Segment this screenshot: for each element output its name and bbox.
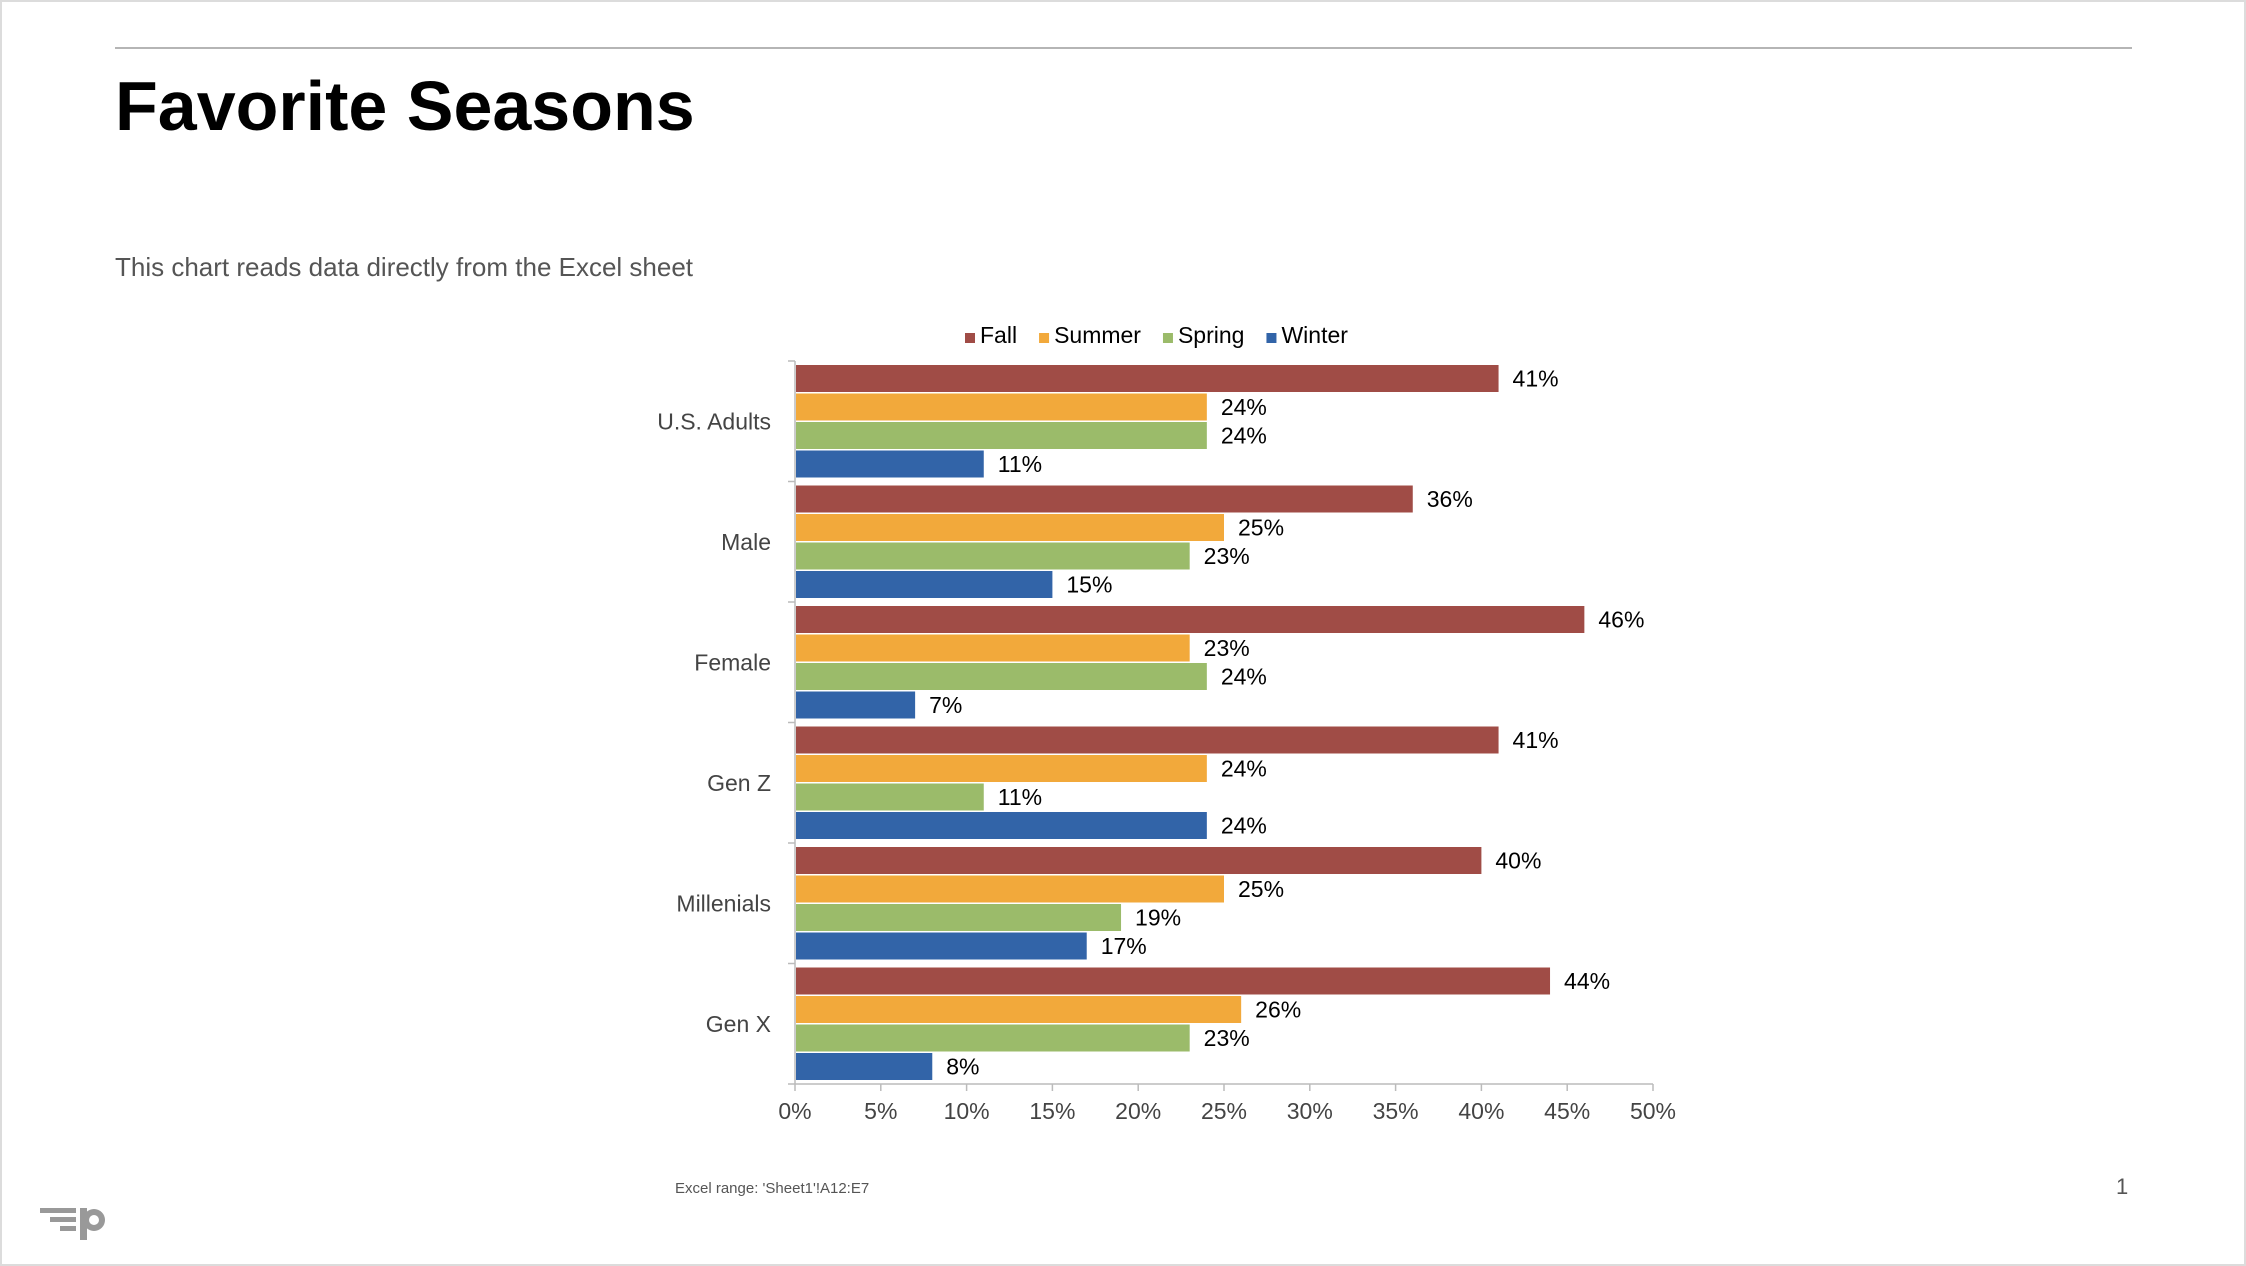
data-label: 44% [1564, 968, 1610, 994]
data-label: 15% [1066, 572, 1112, 598]
data-label: 41% [1513, 366, 1559, 392]
bar-winter [796, 691, 916, 719]
bar-spring [796, 542, 1190, 570]
legend-label-spring: Spring [1178, 322, 1244, 348]
x-tick-label: 0% [778, 1098, 811, 1124]
legend-swatch-winter [1266, 333, 1277, 343]
data-label: 40% [1495, 848, 1541, 874]
category-label: Millenials [676, 890, 771, 916]
bar-fall [796, 485, 1413, 513]
data-label: 46% [1598, 607, 1644, 633]
data-label: 23% [1204, 543, 1250, 569]
bar-summer [796, 875, 1224, 903]
bar-summer [796, 514, 1224, 541]
x-tick-label: 35% [1373, 1098, 1419, 1124]
bar-winter [796, 571, 1053, 598]
title-rule [115, 47, 2132, 49]
x-tick-label: 20% [1115, 1098, 1161, 1124]
data-label: 17% [1101, 933, 1147, 959]
data-label: 23% [1204, 1025, 1250, 1051]
bar-fall [796, 847, 1482, 874]
x-tick-label: 25% [1201, 1098, 1247, 1124]
legend-label-fall: Fall [980, 322, 1017, 348]
data-label: 24% [1221, 394, 1267, 420]
bar-spring [796, 904, 1122, 931]
data-label: 26% [1255, 997, 1301, 1023]
bar-winter [796, 812, 1207, 839]
legend-label-winter: Winter [1281, 322, 1348, 348]
category-label: Gen X [706, 1011, 771, 1037]
category-label: Gen Z [707, 770, 771, 796]
data-label: 25% [1238, 876, 1284, 902]
bar-winter [796, 450, 984, 478]
bar-summer [796, 755, 1207, 782]
category-label: Female [694, 649, 771, 675]
data-label: 11% [998, 451, 1042, 477]
bar-summer [796, 996, 1242, 1023]
brand-logo-icon [40, 1208, 105, 1240]
bar-summer [796, 393, 1207, 421]
legend-swatch-fall [965, 333, 975, 343]
bar-winter [796, 932, 1087, 960]
legend-label-summer: Summer [1054, 322, 1141, 348]
category-label: Male [721, 529, 771, 555]
data-label: 24% [1221, 423, 1267, 449]
excel-range-note: Excel range: 'Sheet1'!A12:E7 [675, 1180, 870, 1197]
bar-winter [796, 1053, 933, 1080]
bar-spring [796, 422, 1207, 449]
bar-spring [796, 783, 984, 811]
legend-swatch-summer [1039, 333, 1050, 343]
data-label: 25% [1238, 515, 1284, 541]
category-label: U.S. Adults [657, 408, 771, 434]
x-tick-label: 40% [1458, 1098, 1504, 1124]
bar-fall [796, 606, 1585, 633]
data-label: 24% [1221, 813, 1267, 839]
bar-fall [796, 365, 1499, 392]
x-tick-label: 50% [1630, 1098, 1676, 1124]
slide-title: Favorite Seasons [115, 67, 695, 145]
data-label: 24% [1221, 664, 1267, 690]
x-tick-label: 15% [1029, 1098, 1075, 1124]
x-tick-label: 5% [864, 1098, 897, 1124]
data-label: 36% [1427, 486, 1473, 512]
data-label: 8% [946, 1054, 979, 1080]
data-label: 11% [998, 784, 1042, 810]
data-label: 23% [1204, 635, 1250, 661]
bar-fall [796, 726, 1499, 754]
data-label: 41% [1513, 727, 1559, 753]
bar-summer [796, 634, 1190, 662]
slide-subtitle: This chart reads data directly from the … [115, 252, 694, 282]
data-label: 24% [1221, 756, 1267, 782]
bar-spring [796, 1024, 1190, 1052]
data-label: 7% [929, 692, 962, 718]
x-tick-label: 10% [944, 1098, 990, 1124]
x-tick-label: 45% [1544, 1098, 1590, 1124]
page-number: 1 [2116, 1174, 2129, 1199]
legend-swatch-spring [1162, 333, 1173, 343]
x-tick-label: 30% [1287, 1098, 1333, 1124]
data-label: 19% [1135, 905, 1181, 931]
bar-fall [796, 967, 1551, 995]
bar-spring [796, 663, 1207, 690]
